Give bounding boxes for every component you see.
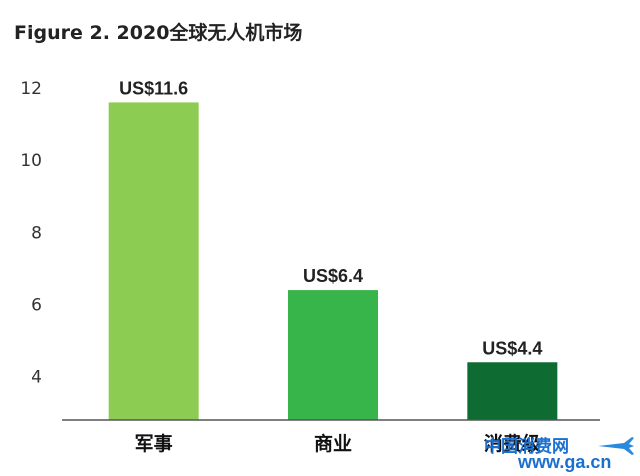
bar	[108, 102, 199, 420]
data-labels: US$11.6 US$6.4 US$4.4	[119, 78, 542, 358]
watermark-logo: 中国消费网 www.ga.cn	[478, 430, 638, 474]
category-label: 消费级	[484, 432, 541, 455]
category-label: 商业	[314, 432, 352, 455]
bar	[467, 362, 558, 420]
bar-value-label: US$4.4	[482, 338, 542, 358]
bar	[288, 290, 378, 420]
y-axis: 4 6 8 10 12	[20, 79, 42, 388]
y-tick-label: 12	[20, 79, 42, 99]
chart-title: Figure 2. 2020全球无人机市场	[14, 22, 303, 44]
x-axis-categories: 军事 商业 消费级	[135, 432, 541, 455]
y-tick-label: 6	[31, 296, 42, 316]
y-tick-label: 4	[31, 368, 42, 388]
y-tick-label: 10	[20, 151, 42, 171]
watermark-line2: www.ga.cn	[518, 452, 612, 472]
y-tick-label: 8	[31, 223, 42, 243]
bar-value-label: US$11.6	[119, 78, 188, 98]
bar-value-label: US$6.4	[303, 266, 363, 286]
category-label: 军事	[135, 432, 173, 455]
bars	[108, 102, 558, 420]
watermark-line1: 中国消费网	[484, 437, 569, 457]
airplane-icon	[598, 437, 634, 455]
